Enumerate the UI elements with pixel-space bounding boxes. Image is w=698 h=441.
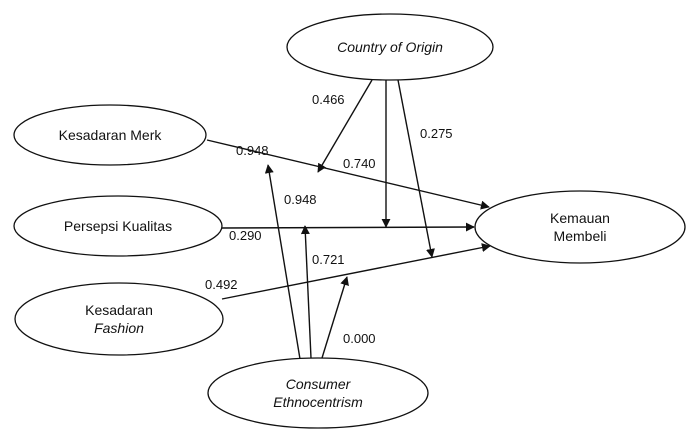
edge-arrow [221,243,491,300]
node-label: Country of Origin [337,39,443,55]
edge-coefficient-label: 0.000 [343,331,376,346]
node-ellipse [13,195,223,257]
edge-country_of_origin-to-path-kesadaran_merk: 0.466 [312,79,373,173]
edge-arrow [321,276,349,359]
node-kesadaran-fashion: Kesadaran Fashion [14,282,224,356]
edge-arrow [221,222,475,232]
edge-kesadaran_merk-to-kemauan_membeli: 0.948 [206,139,490,210]
edge-persepsi_kualitas-to-kemauan_membeli: 0.290 [221,222,475,243]
edge-coefficient-label: 0.275 [420,126,453,141]
edge-arrow [397,79,435,258]
edge-coefficient-label: 0.466 [312,92,345,107]
node-persepsi-kualitas: Persepsi Kualitas [13,195,223,257]
node-consumer-ethnocentrism: Consumer Ethnocentrism [207,357,429,429]
node-label: Ethnocentrism [273,394,363,410]
edge-coefficient-label: 0.948 [236,143,269,158]
edge-country_of_origin-to-path-kesadaran_fashion: 0.275 [397,79,453,258]
edge-coefficient-label: 0.492 [205,277,238,292]
edge-arrow [206,139,490,210]
node-ellipse [286,13,494,81]
edge-country_of_origin-to-path-persepsi_kualitas: 0.740 [343,80,391,228]
node-ellipse [14,282,224,356]
node-label: Membeli [554,228,607,244]
node-ellipse [207,357,429,429]
edge-consumer_ethnocentrism-to-path-kesadaran_fashion: 0.000 [321,276,376,359]
node-ellipse [13,104,207,166]
edge-consumer_ethnocentrism-to-path-persepsi_kualitas: 0.721 [300,225,345,359]
node-label: Kemauan [550,210,610,226]
edge-coefficient-label: 0.740 [343,156,376,171]
edge-arrow [317,79,373,173]
node-label: Consumer [286,376,352,392]
node-ellipse [474,190,686,264]
edge-coefficient-label: 0.948 [284,192,317,207]
edge-kesadaran_fashion-to-kemauan_membeli: 0.492 [205,243,491,300]
node-label: Persepsi Kualitas [64,218,172,234]
node-label: Kesadaran [85,302,153,318]
node-kesadaran-merk: Kesadaran Merk [13,104,207,166]
edge-coefficient-label: 0.721 [312,252,345,267]
edge-consumer_ethnocentrism-to-path-kesadaran_merk: 0.948 [264,164,317,360]
node-kemauan-membeli: Kemauan Membeli [474,190,686,264]
node-country-of-origin: Country of Origin [286,13,494,81]
node-label: Fashion [94,320,144,336]
edge-coefficient-label: 0.290 [229,228,262,243]
edge-arrow [264,164,301,360]
edge-arrow [300,225,312,359]
node-label: Kesadaran Merk [59,127,163,143]
